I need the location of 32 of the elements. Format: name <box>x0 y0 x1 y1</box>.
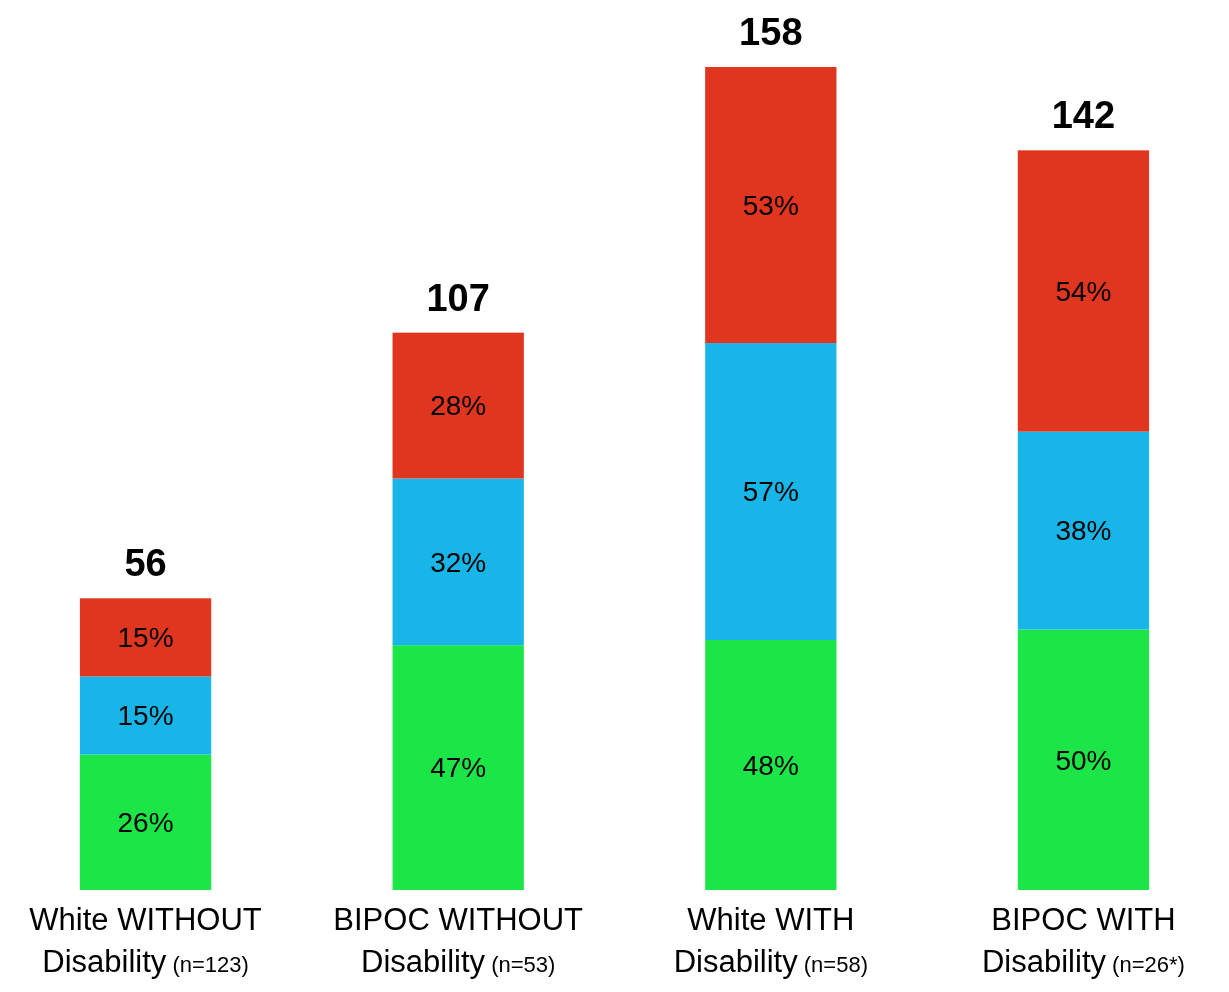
x-tick-label: BIPOC WITHOUT Disability (n=53) <box>333 902 584 979</box>
bar <box>79 754 212 890</box>
x-tick-label: White WITHOUT Disability (n=123) <box>29 902 262 979</box>
bar <box>705 343 837 640</box>
bar <box>1017 150 1150 432</box>
data-label: 57% <box>742 476 799 508</box>
data-label: 15% <box>117 700 174 732</box>
bar <box>392 478 524 646</box>
bar <box>705 67 837 344</box>
data-label: 53% <box>742 189 799 221</box>
bar <box>392 645 524 890</box>
data-label: 47% <box>430 752 487 784</box>
total-label: 142 <box>1051 94 1116 137</box>
x-tick-label: BIPOC WITH Disability (n=26*) <box>981 902 1185 979</box>
x-tick-label: White WITH Disability (n=58) <box>673 902 868 979</box>
total-label: 158 <box>739 11 803 53</box>
bar <box>1017 629 1150 890</box>
bar <box>79 598 212 677</box>
bar <box>705 639 837 890</box>
total-label: 56 <box>124 542 167 585</box>
data-label: 26% <box>117 807 174 839</box>
total-label: 107 <box>426 276 490 319</box>
bar <box>1017 431 1150 630</box>
data-label: 50% <box>1055 744 1112 776</box>
data-label: 28% <box>430 390 487 422</box>
data-label: 54% <box>1055 275 1112 307</box>
data-label: 48% <box>742 749 799 781</box>
bar <box>79 676 212 755</box>
data-label: 38% <box>1055 515 1112 547</box>
data-label: 32% <box>430 546 487 578</box>
bar <box>392 332 524 479</box>
data-label: 15% <box>117 622 174 654</box>
